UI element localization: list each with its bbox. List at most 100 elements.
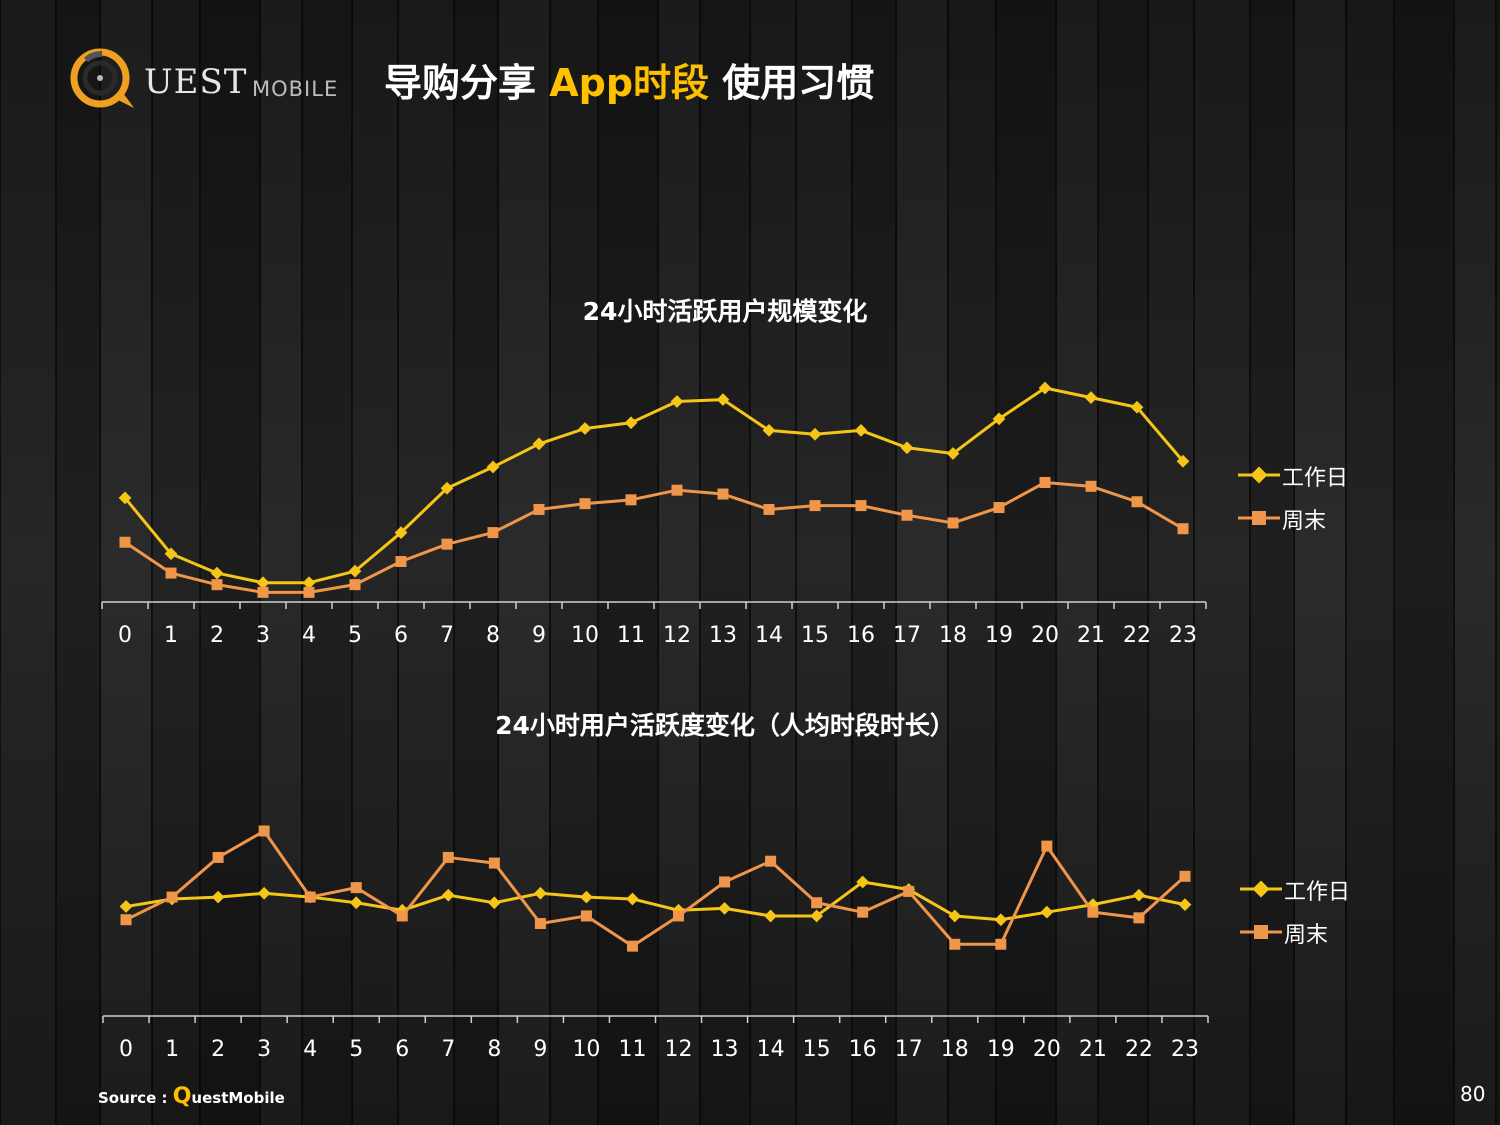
- chart1-workday-point: [486, 460, 500, 474]
- chart1-x-tick-label: 0: [118, 623, 132, 648]
- legend-weekend-marker-icon: [1238, 511, 1280, 525]
- chart2-workday-point: [580, 890, 593, 904]
- legend-workday-label: 工作日: [1284, 880, 1351, 905]
- chart1-title: 24小时活跃用户规模变化: [582, 297, 868, 326]
- chart2-workday-point: [948, 909, 962, 923]
- chart1-weekend-point: [1085, 480, 1097, 492]
- chart2-weekend-point: [857, 906, 869, 918]
- chart1-x-tick-label: 5: [348, 623, 362, 648]
- chart2-workday-point: [718, 902, 731, 915]
- legend-weekend-label: 周末: [1284, 923, 1329, 948]
- chart2-workday-point: [211, 890, 225, 904]
- logo-q-icon: [70, 48, 134, 108]
- chart1-weekend-point: [901, 509, 913, 521]
- chart1-weekend-point: [809, 500, 821, 512]
- chart2-x-tick-label: 10: [572, 1037, 600, 1062]
- chart2-weekend-point: [1041, 840, 1053, 852]
- chart2-x-tick-label: 1: [165, 1037, 179, 1062]
- page-number: 80: [1460, 1082, 1486, 1106]
- chart1-weekend-point: [395, 556, 407, 568]
- chart2-x-tick-label: 22: [1125, 1037, 1153, 1062]
- legend-workday-marker-icon: [1240, 880, 1282, 898]
- chart1-weekend-point: [1131, 496, 1143, 508]
- chart2-weekend-point: [304, 891, 316, 903]
- chart2-weekend-point: [534, 918, 546, 929]
- chart1-x-tick-label: 7: [440, 623, 454, 648]
- chart2-weekend-point: [580, 910, 592, 922]
- chart2-title: 24小时用户活跃度变化（人均时段时长）: [495, 711, 955, 740]
- chart1-weekend-point: [1039, 476, 1051, 488]
- chart1-weekend-point: [993, 502, 1005, 514]
- chart2-x-tick-label: 9: [533, 1037, 547, 1062]
- chart1-weekend-point: [211, 579, 223, 591]
- chart1-x-tick-label: 17: [893, 623, 921, 648]
- chart1-workday-point: [118, 491, 132, 505]
- chart2-weekend-point: [903, 885, 915, 897]
- chart2-x-tick-label: 0: [119, 1037, 133, 1062]
- chart2-workday-point: [626, 892, 639, 906]
- chart1-workday-line: [123, 386, 1185, 585]
- chart1-x-tick-label: 3: [256, 623, 270, 648]
- chart2-weekend-line: [125, 829, 1186, 948]
- chart1-x-tick-label: 1: [164, 623, 178, 648]
- chart2-workday-point: [441, 888, 455, 902]
- chart1-weekend-point: [1177, 523, 1189, 535]
- title-accent: App时段: [549, 61, 710, 105]
- chart2-workday-point: [534, 886, 547, 900]
- chart2-x-tick-label: 12: [665, 1037, 693, 1062]
- chart2-weekend-point: [212, 851, 224, 863]
- chart2-weekend-point: [396, 910, 408, 922]
- chart2-weekend-point: [120, 914, 132, 926]
- chart1-x-tick-label: 9: [532, 623, 546, 648]
- title-part2: 使用习惯: [722, 61, 875, 105]
- chart2-x-tick-label: 3: [257, 1037, 271, 1062]
- chart2-workday-line: [125, 880, 1186, 922]
- chart2-workday-point: [487, 896, 501, 910]
- chart2-x-tick-label: 21: [1079, 1037, 1107, 1062]
- chart2-weekend-point: [1087, 906, 1099, 918]
- chart2-workday-point: [119, 900, 133, 913]
- chart2-weekend-point: [949, 938, 961, 950]
- chart2-x-tick-label: 17: [895, 1037, 923, 1062]
- chart2-x-tick-label: 13: [711, 1037, 739, 1062]
- chart1-x-tick-label: 21: [1077, 623, 1105, 648]
- chart2-x-tick-label: 18: [941, 1037, 969, 1062]
- source-prefix: Source :: [98, 1089, 168, 1107]
- chart1-x-tick-label: 15: [801, 623, 829, 648]
- questmobile-logo: UEST MOBILE: [66, 42, 346, 114]
- chart1-weekend-point: [303, 586, 315, 598]
- legend-workday-label: 工作日: [1282, 466, 1349, 491]
- chart1-weekend-point: [947, 517, 959, 529]
- legend-weekend-label: 周末: [1282, 509, 1327, 534]
- chart1-weekend-point: [349, 579, 361, 591]
- chart1-x-tick-label: 6: [394, 623, 408, 648]
- chart2-workday-point: [994, 913, 1008, 927]
- chart1-weekend-point: [533, 503, 545, 515]
- logo-quest-text: UEST: [144, 62, 248, 102]
- chart1-workday-point: [440, 481, 454, 495]
- chart2-weekend-point: [1179, 870, 1191, 882]
- chart2-weekend-point: [811, 897, 823, 909]
- logo-mobile-text: MOBILE: [252, 77, 339, 101]
- chart1-x-tick-label: 13: [709, 623, 737, 648]
- chart2-x-tick-label: 5: [349, 1037, 363, 1062]
- chart1-weekend-point: [671, 484, 683, 496]
- chart2-weekend-point: [442, 851, 454, 863]
- chart2-weekend-point: [166, 891, 178, 903]
- chart2-weekend-point: [626, 940, 638, 952]
- chart2-x-tick-label: 11: [618, 1037, 646, 1062]
- chart1-weekend-line: [124, 480, 1184, 594]
- chart2-x-tick-label: 14: [757, 1037, 785, 1062]
- chart1-x-tick-label: 16: [847, 623, 875, 648]
- source-rest: uestMobile: [191, 1089, 285, 1107]
- chart2-weekend-point: [258, 825, 270, 837]
- chart2-x-tick-label: 20: [1033, 1037, 1061, 1062]
- chart1-weekend-point: [625, 494, 637, 506]
- source-q: Q: [172, 1084, 192, 1109]
- chart1-x-tick-label: 20: [1031, 623, 1059, 648]
- page-title: 导购分享 App时段 使用习惯: [384, 52, 874, 107]
- chart2-weekend-point: [719, 876, 731, 888]
- chart1-x-tick-label: 19: [985, 623, 1013, 648]
